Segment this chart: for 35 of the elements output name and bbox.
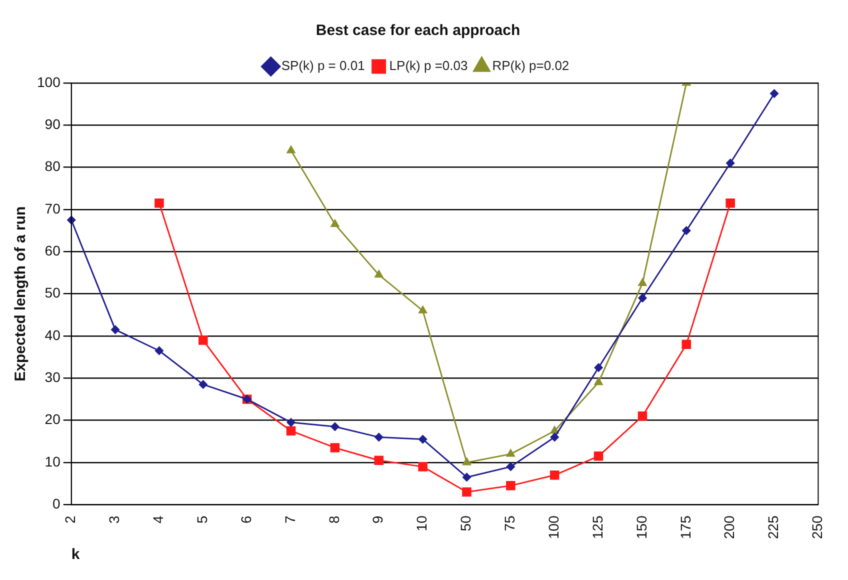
x-tick-label: 250 — [809, 515, 826, 539]
y-tick-label: 40 — [44, 326, 61, 343]
y-tick-label: 70 — [44, 200, 61, 216]
y-tick-label: 100 — [37, 74, 61, 90]
x-tick-label: 200 — [721, 515, 738, 539]
y-tick-label: 80 — [44, 158, 61, 174]
x-tick-label: 2 — [62, 515, 78, 524]
x-tick-label: 75 — [502, 515, 518, 532]
legend-label: SP(k) p = 0.01 — [281, 58, 365, 74]
x-tick-label: 9 — [370, 515, 386, 524]
y-tick-label: 60 — [44, 242, 61, 259]
y-tick-label: 30 — [44, 369, 61, 386]
y-tick-label: 20 — [44, 411, 61, 428]
chart-title: Best case for each approach — [316, 22, 520, 40]
x-axis-title: k — [71, 546, 80, 564]
x-tick-label: 225 — [765, 515, 782, 539]
x-tick-label: 100 — [545, 515, 562, 539]
x-tick-label: 7 — [282, 515, 298, 524]
x-tick-label: 6 — [238, 515, 254, 524]
x-tick-label: 5 — [194, 515, 210, 524]
x-tick-label: 150 — [633, 515, 650, 539]
y-tick-label: 50 — [44, 284, 61, 301]
x-tick-label: 8 — [326, 515, 342, 524]
x-tick-label: 3 — [106, 515, 122, 524]
y-tick-label: 90 — [44, 116, 61, 132]
x-tick-label: 50 — [458, 515, 474, 532]
y-axis-title: Expected length of a run — [12, 206, 30, 382]
legend-label: LP(k) p =0.03 — [389, 58, 468, 74]
x-tick-label: 10 — [414, 515, 430, 532]
x-tick-label: 175 — [677, 515, 694, 539]
y-tick-label: 0 — [52, 496, 61, 512]
x-tick-label: 125 — [589, 515, 606, 539]
legend-label: RP(k) p=0.02 — [492, 58, 570, 74]
y-tick-label: 10 — [44, 453, 61, 470]
x-tick-label: 4 — [150, 515, 166, 524]
